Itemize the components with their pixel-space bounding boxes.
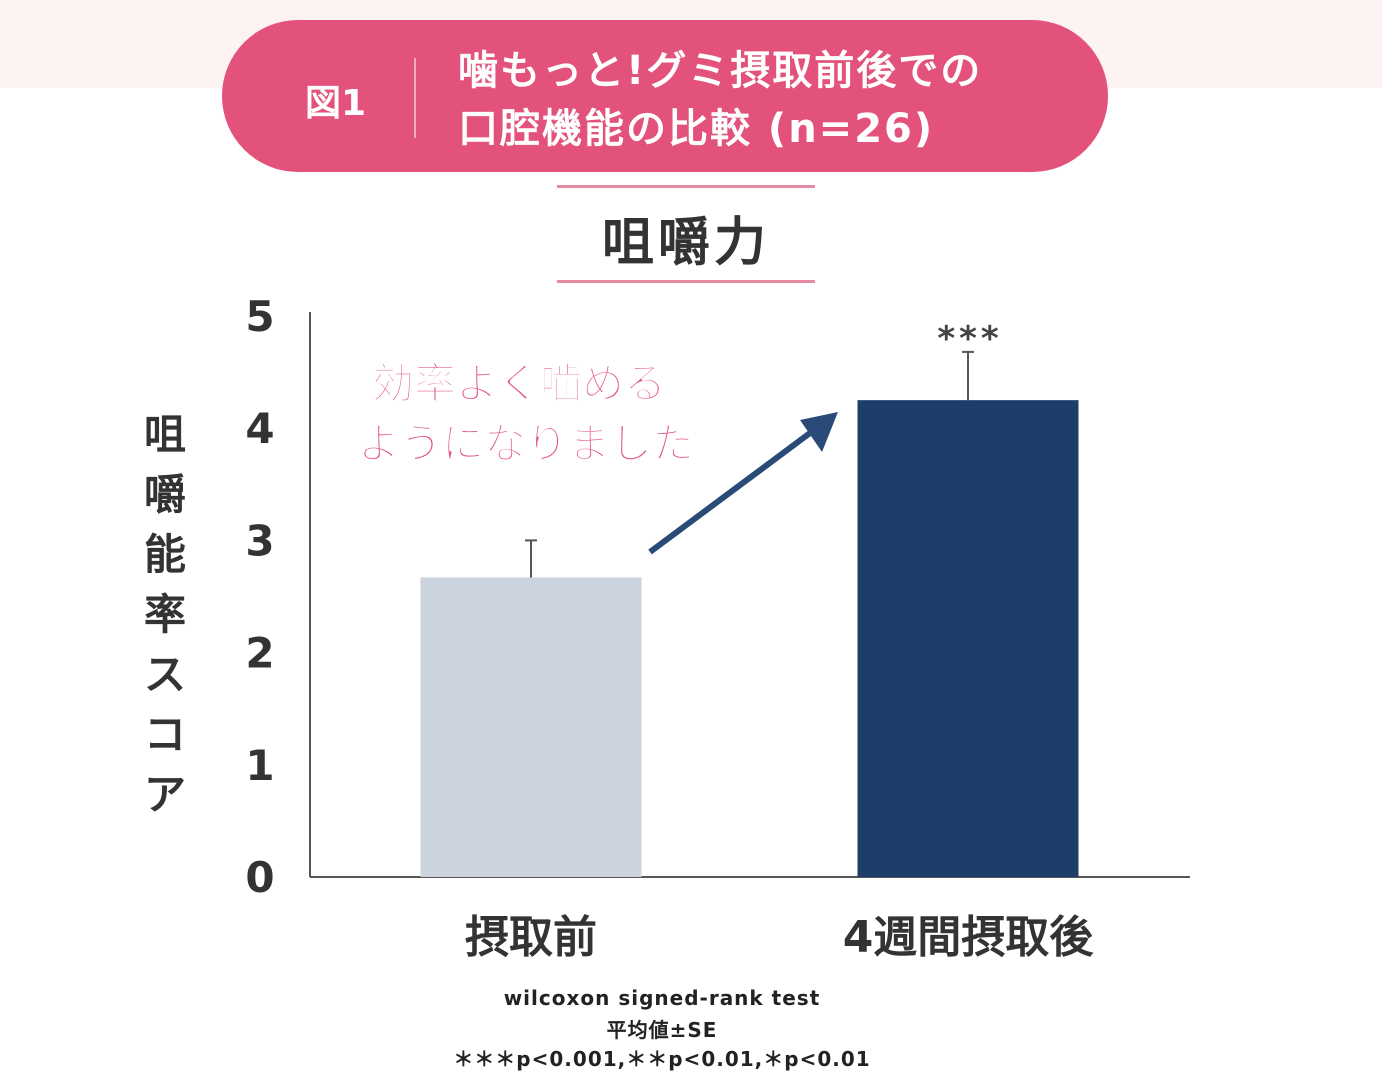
chart-title: 咀嚼力 [601, 213, 770, 273]
bar [857, 400, 1079, 877]
y-tick-label: 3 [245, 516, 274, 565]
bar [420, 577, 642, 877]
y-axis-label: 咀嚼能率スコア [143, 410, 186, 819]
footnote-test: wilcoxon signed-rank test [503, 986, 821, 1010]
trend-arrow [648, 430, 812, 555]
x-tick-label: 摂取前 [465, 912, 597, 963]
figure-title: 噛もっと!グミ摂取前後での 口腔機能の比較 (n=26) [458, 42, 982, 158]
x-tick-label: 4週間摂取後 [843, 912, 1095, 963]
y-tick-label: 5 [245, 292, 274, 341]
title-bottom-rule [557, 280, 815, 283]
trend-arrowhead [800, 412, 838, 452]
significance-label: *** [937, 319, 1002, 359]
annotation-line2: ようになりました [358, 419, 694, 468]
figure-title-line1: 噛もっと!グミ摂取前後での [458, 48, 983, 94]
y-tick-label: 2 [245, 629, 274, 678]
footnote-stat: 平均値±SE [606, 1018, 718, 1042]
y-tick-label: 0 [245, 853, 274, 902]
header-divider [414, 58, 416, 138]
figure-header: 図1 噛もっと!グミ摂取前後での 口腔機能の比較 (n=26) [222, 20, 1108, 172]
y-tick-label: 4 [245, 404, 274, 453]
footnote-pvalues: ＊＊＊p<0.001,＊＊p<0.01,＊p<0.01 [453, 1047, 871, 1071]
title-top-rule [557, 185, 815, 188]
figure-label: 図1 [305, 83, 367, 124]
figure-title-line2: 口腔機能の比較 (n=26) [458, 106, 935, 152]
y-tick-label: 1 [245, 741, 274, 790]
annotation-line1: 効率よく噛める [372, 359, 666, 408]
